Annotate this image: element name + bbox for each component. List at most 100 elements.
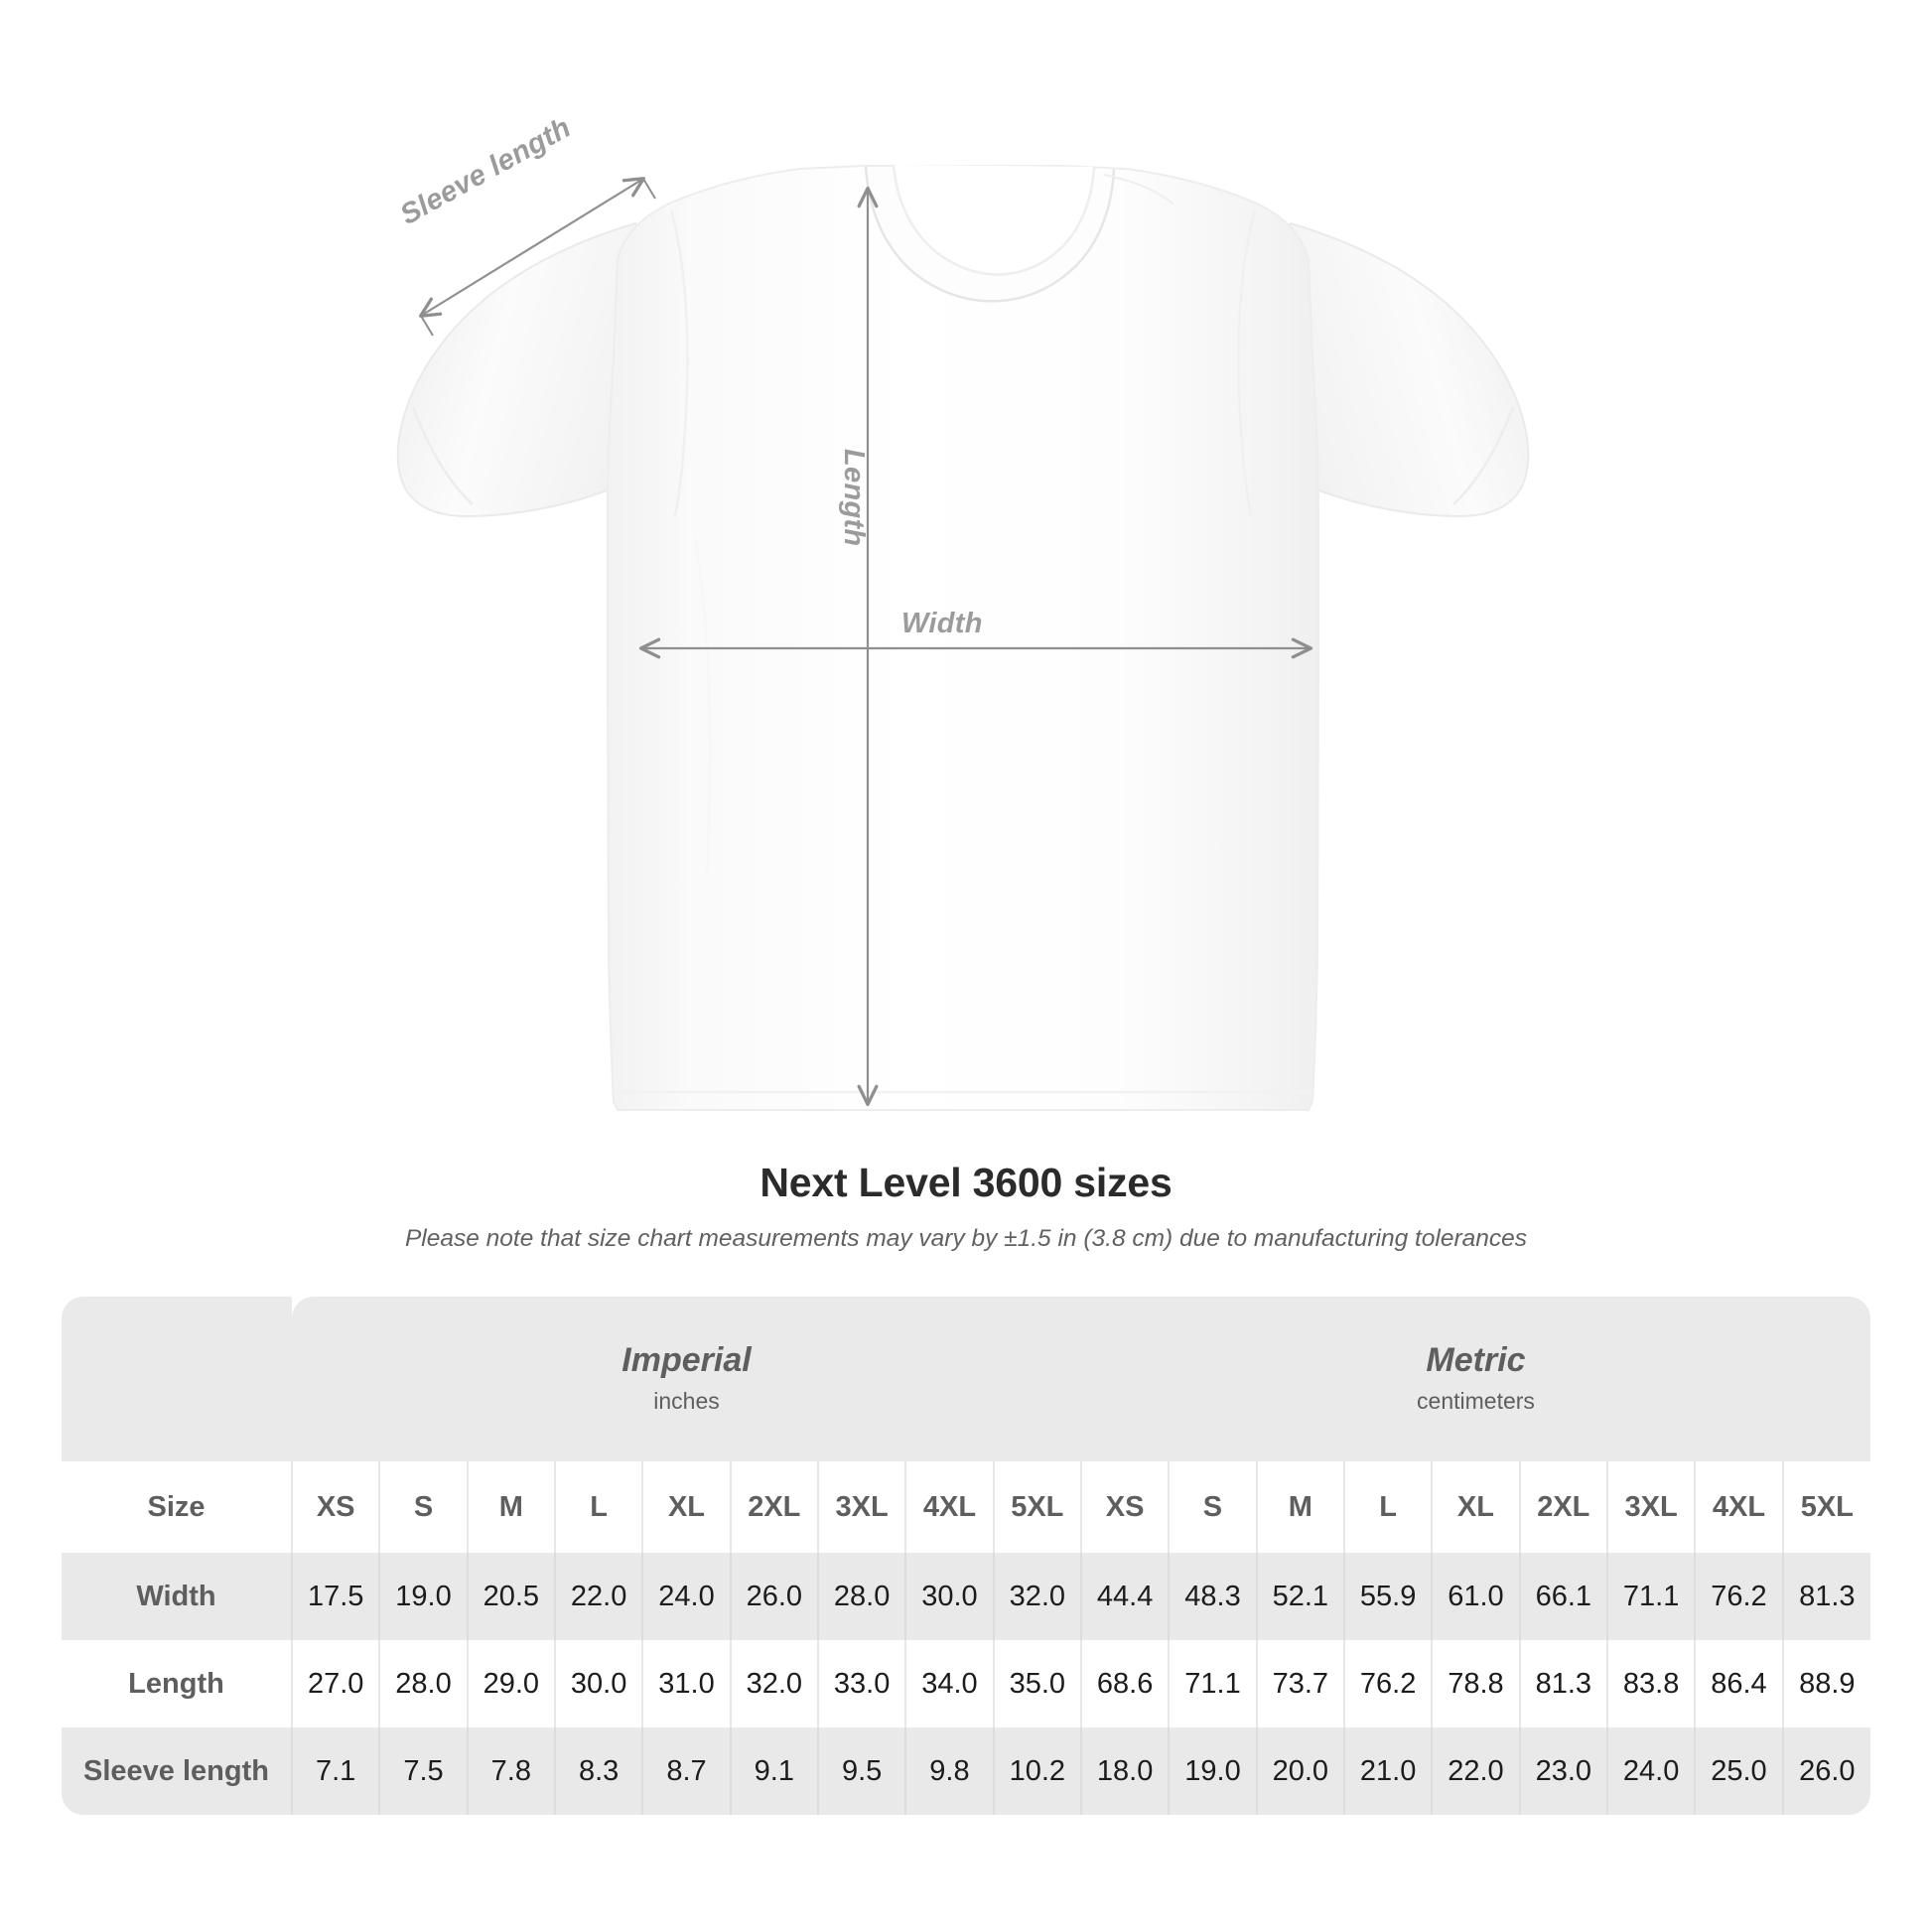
size-header-imperial-xs: XS bbox=[290, 1461, 380, 1553]
collar-inner bbox=[892, 164, 1096, 276]
size-header-metric-4xl: 4XL bbox=[1694, 1461, 1783, 1553]
cell-length-metric-4xl: 86.4 bbox=[1694, 1640, 1783, 1727]
cell-width-imperial-3xl: 28.0 bbox=[816, 1553, 906, 1640]
size-header-imperial-4xl: 4XL bbox=[904, 1461, 994, 1553]
page-title: Next Level 3600 sizes bbox=[759, 1160, 1173, 1205]
cell-length-imperial-l: 30.0 bbox=[553, 1640, 643, 1727]
unit-group-metric-name: Metric bbox=[1426, 1340, 1526, 1379]
tolerance-note: Please note that size chart measurements… bbox=[404, 1225, 1528, 1252]
cell-length-imperial-2xl: 32.0 bbox=[729, 1640, 818, 1727]
unit-group-metric: Metric centimeters bbox=[1080, 1297, 1870, 1461]
cell-width-imperial-s: 19.0 bbox=[378, 1553, 468, 1640]
cell-width-metric-3xl: 71.1 bbox=[1605, 1553, 1696, 1640]
cell-length-metric-m: 73.7 bbox=[1255, 1640, 1344, 1727]
cell-length-metric-xs: 68.6 bbox=[1079, 1640, 1170, 1727]
length-diagram-label: Length bbox=[838, 449, 870, 547]
cell-width-imperial-l: 22.0 bbox=[553, 1553, 643, 1640]
size-header-metric-xs: XS bbox=[1079, 1461, 1170, 1553]
cell-sleeve-metric-s: 19.0 bbox=[1168, 1727, 1257, 1815]
sleeve-tick-end bbox=[642, 178, 656, 200]
tshirt-measurement-diagram: Sleeve length Length Width bbox=[395, 111, 1530, 1111]
cell-width-imperial-2xl: 26.0 bbox=[729, 1553, 818, 1640]
table-row: Width 17.5 19.0 20.5 22.0 24.0 26.0 28.0… bbox=[62, 1553, 1870, 1640]
cell-length-imperial-xs: 27.0 bbox=[290, 1640, 380, 1727]
cell-sleeve-imperial-xl: 8.7 bbox=[641, 1727, 731, 1815]
unit-group-metric-sub: centimeters bbox=[1417, 1388, 1535, 1415]
width-diagram-label: Width bbox=[901, 608, 983, 639]
title-block: Next Level 3600 sizes Please note that s… bbox=[0, 1160, 1932, 1253]
cell-width-metric-l: 55.9 bbox=[1342, 1553, 1433, 1640]
unit-group-row: Imperial inches Metric centimeters bbox=[62, 1297, 1870, 1461]
size-header-metric-2xl: 2XL bbox=[1518, 1461, 1607, 1553]
size-chart-table-container: Imperial inches Metric centimeters Size … bbox=[62, 1297, 1870, 1815]
row-label-width: Width bbox=[62, 1553, 292, 1640]
cell-sleeve-imperial-3xl: 9.5 bbox=[816, 1727, 906, 1815]
size-header-metric-5xl: 5XL bbox=[1781, 1461, 1870, 1553]
table-row: Length 27.0 28.0 29.0 30.0 31.0 32.0 33.… bbox=[62, 1640, 1870, 1727]
cell-length-imperial-3xl: 33.0 bbox=[816, 1640, 906, 1727]
cell-length-metric-2xl: 81.3 bbox=[1518, 1640, 1607, 1727]
cell-sleeve-metric-4xl: 25.0 bbox=[1694, 1727, 1783, 1815]
cell-length-imperial-4xl: 34.0 bbox=[904, 1640, 994, 1727]
size-header-imperial-s: S bbox=[378, 1461, 468, 1553]
size-header-imperial-3xl: 3XL bbox=[816, 1461, 906, 1553]
unit-group-imperial-name: Imperial bbox=[621, 1340, 752, 1379]
cell-width-metric-2xl: 66.1 bbox=[1518, 1553, 1607, 1640]
size-header-imperial-2xl: 2XL bbox=[729, 1461, 818, 1553]
size-header-metric-s: S bbox=[1168, 1461, 1257, 1553]
right-sleeve bbox=[1254, 221, 1530, 518]
tshirt-illustration bbox=[396, 164, 1530, 1111]
cell-width-metric-4xl: 76.2 bbox=[1694, 1553, 1783, 1640]
left-shoulder-seam bbox=[669, 209, 689, 517]
size-header-metric-3xl: 3XL bbox=[1605, 1461, 1696, 1553]
cell-length-metric-5xl: 88.9 bbox=[1781, 1640, 1870, 1727]
unit-group-imperial-sub: inches bbox=[653, 1388, 720, 1415]
cell-length-metric-xl: 78.8 bbox=[1431, 1640, 1520, 1727]
cell-sleeve-imperial-l: 8.3 bbox=[553, 1727, 643, 1815]
cell-width-metric-xs: 44.4 bbox=[1079, 1553, 1170, 1640]
unit-group-imperial: Imperial inches bbox=[292, 1297, 1081, 1461]
cell-length-imperial-xl: 31.0 bbox=[641, 1640, 731, 1727]
fabric-fold bbox=[694, 535, 712, 875]
cell-width-imperial-5xl: 32.0 bbox=[992, 1553, 1081, 1640]
cell-sleeve-imperial-4xl: 9.8 bbox=[904, 1727, 994, 1815]
size-header-imperial-xl: XL bbox=[641, 1461, 731, 1553]
right-sleeve-hem bbox=[1452, 406, 1515, 505]
cell-width-metric-m: 52.1 bbox=[1255, 1553, 1344, 1640]
cell-length-metric-l: 76.2 bbox=[1342, 1640, 1433, 1727]
cell-width-imperial-4xl: 30.0 bbox=[904, 1553, 994, 1640]
left-sleeve-hem bbox=[411, 406, 474, 505]
row-label-sleeve-length: Sleeve length bbox=[62, 1727, 292, 1815]
cell-sleeve-metric-2xl: 23.0 bbox=[1518, 1727, 1607, 1815]
cell-sleeve-metric-m: 20.0 bbox=[1255, 1727, 1344, 1815]
cell-sleeve-imperial-m: 7.8 bbox=[466, 1727, 555, 1815]
cell-width-metric-xl: 61.0 bbox=[1431, 1553, 1520, 1640]
cell-sleeve-metric-xl: 22.0 bbox=[1431, 1727, 1520, 1815]
size-header-metric-m: M bbox=[1255, 1461, 1344, 1553]
cell-length-imperial-m: 29.0 bbox=[466, 1640, 555, 1727]
collar-back-seam bbox=[1103, 174, 1174, 206]
cell-sleeve-imperial-2xl: 9.1 bbox=[729, 1727, 818, 1815]
table-row: Sleeve length 7.1 7.5 7.8 8.3 8.7 9.1 9.… bbox=[62, 1727, 1870, 1815]
cell-sleeve-imperial-xs: 7.1 bbox=[290, 1727, 380, 1815]
size-chart-table: Imperial inches Metric centimeters Size … bbox=[62, 1297, 1870, 1815]
cell-length-metric-3xl: 83.8 bbox=[1605, 1640, 1696, 1727]
row-label-length: Length bbox=[62, 1640, 292, 1727]
cell-width-imperial-xs: 17.5 bbox=[290, 1553, 380, 1640]
size-header-imperial-l: L bbox=[553, 1461, 643, 1553]
cell-length-imperial-5xl: 35.0 bbox=[992, 1640, 1081, 1727]
fabric-fold bbox=[1214, 535, 1232, 875]
size-header-row: Size XS S M L XL 2XL 3XL 4XL 5XL XS S M … bbox=[62, 1461, 1870, 1553]
cell-sleeve-metric-l: 21.0 bbox=[1342, 1727, 1433, 1815]
cell-width-imperial-xl: 24.0 bbox=[641, 1553, 731, 1640]
cell-width-metric-s: 48.3 bbox=[1168, 1553, 1257, 1640]
right-shoulder-seam bbox=[1237, 209, 1257, 517]
cell-width-imperial-m: 20.5 bbox=[466, 1553, 555, 1640]
sleeve-tick-start bbox=[420, 315, 434, 337]
size-header-metric-l: L bbox=[1342, 1461, 1433, 1553]
cell-sleeve-metric-3xl: 24.0 bbox=[1605, 1727, 1696, 1815]
size-header-label: Size bbox=[62, 1461, 292, 1553]
cell-sleeve-metric-5xl: 26.0 bbox=[1781, 1727, 1870, 1815]
unit-row-spacer bbox=[62, 1297, 292, 1461]
cell-sleeve-imperial-s: 7.5 bbox=[378, 1727, 468, 1815]
